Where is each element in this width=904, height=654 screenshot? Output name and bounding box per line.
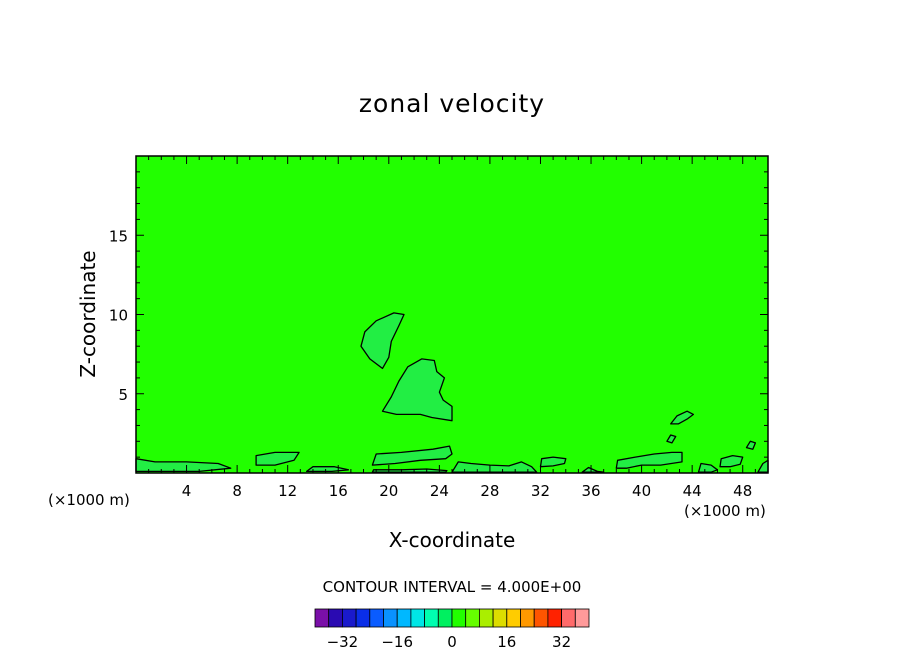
colorbar-swatch [574,608,590,628]
colorbar-swatch [383,608,398,628]
colorbar-tick-label: 32 [552,633,571,651]
colorbar-swatch [547,608,563,628]
x-axis-label: X-coordinate [389,528,516,552]
x-tick-label: 28 [480,482,499,500]
x-tick-label: 12 [278,482,297,500]
contour-blob-c [745,440,757,450]
colorbar-swatch [465,608,480,628]
colorbar-swatch [533,608,549,628]
contour-surface-7 [539,456,567,468]
contour-lower-lobe [381,358,453,422]
contour-surface-8 [581,466,605,473]
colorbar-swatch [561,608,576,628]
y-unit-label: (×1000 m) [684,502,766,520]
field-background [136,156,768,473]
colorbar-tick-label: 16 [497,633,516,651]
x-tick-label: 32 [531,482,550,500]
contour-surface-1 [135,458,232,473]
x-tick-label: 36 [581,482,600,500]
contour-blob-b [666,434,677,444]
y-axis-label: Z-coordinate [76,250,100,377]
colorbar-tick-label: −16 [381,633,413,651]
colorbar-swatch [396,608,412,628]
colorbar-swatch [424,608,439,628]
colorbar-swatch [520,608,535,628]
colorbar-swatch [451,608,467,628]
contour-surface-2 [255,451,300,466]
colorbar-swatch [341,608,357,628]
contour-upper-lobe [360,312,405,370]
colorbar-swatch [355,608,371,628]
y-tick-label: 10 [109,307,128,325]
colorbar-tick-label: 0 [447,633,457,651]
colorbar-swatch [369,608,384,628]
y-tick-label: 15 [109,227,128,245]
contour-surface-11 [719,454,744,468]
x-tick-label: 48 [733,482,752,500]
colorbar: −32 −16 0 16 32 [314,608,590,651]
colorbar-swatch [492,608,508,628]
contour-surface-10 [697,462,719,473]
colorbar-swatch [506,608,521,628]
plot-area [135,155,769,474]
x-tick-label: 20 [379,482,398,500]
x-tick-label: 44 [683,482,702,500]
contour-surface-4 [371,445,453,466]
y-tick-label: 5 [118,386,128,404]
x-axis-ticks: 4 8 12 16 20 24 28 32 36 40 44 48 [135,156,769,500]
colorbar-swatch [478,608,494,628]
x-tick-label: 4 [182,482,192,500]
contour-surface-9 [615,451,683,469]
colorbar-swatch [410,608,425,628]
x-tick-label: 24 [430,482,449,500]
y-axis-ticks: 5 10 15 [109,155,768,474]
x-unit-label: (×1000 m) [48,491,130,509]
colorbar-swatch [328,608,343,628]
colorbar-tick-label: −32 [327,633,359,651]
colorbar-swatch [437,608,453,628]
x-tick-label: 40 [632,482,651,500]
x-tick-label: 16 [329,482,348,500]
chart-title: zonal velocity [359,89,545,118]
contour-interval-text: CONTOUR INTERVAL = 4.000E+00 [323,578,582,596]
contour-surface-5 [371,468,448,473]
contour-blob-a [670,410,695,425]
x-tick-label: 8 [232,482,242,500]
colorbar-swatch [314,608,330,628]
